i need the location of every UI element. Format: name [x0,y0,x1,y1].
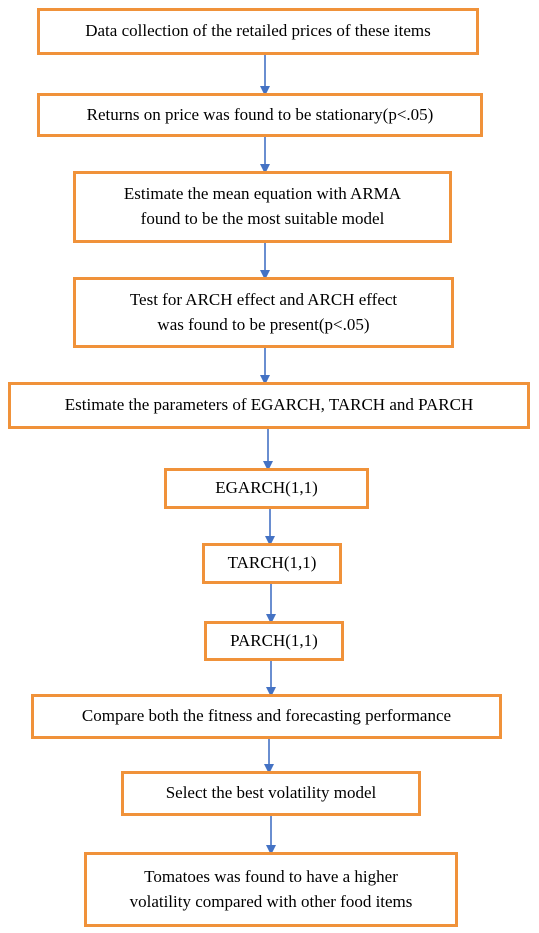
step-estimate-parameters: Estimate the parameters of EGARCH, TARCH… [8,382,530,429]
step-11-line-1: Tomatoes was found to have a higher [144,866,398,886]
step-3-line-2: found to be the most suitable model [140,209,385,228]
step-6-line-1: EGARCH(1,1) [215,478,318,498]
step-tomatoes-conclusion: Tomatoes was found to have a higher vola… [84,852,458,927]
step-3-line-1: Estimate the mean equation with ARMA [123,184,402,204]
step-9-line-1: Compare both the fitness and forecasting… [81,706,452,726]
step-returns-stationary: Returns on price was found to be station… [37,93,483,137]
step-select-best-model: Select the best volatility model [121,771,421,816]
step-4-line-1: Test for ARCH effect and ARCH effect [129,289,398,309]
step-data-collection: Data collection of the retailed prices o… [37,8,479,55]
step-2-line-1: Returns on price was found to be station… [86,104,434,124]
step-1-line-1: Data collection of the retailed prices o… [85,21,431,41]
step-11-line-2: volatility compared with other food item… [129,891,413,911]
step-compare-performance: Compare both the fitness and forecasting… [31,694,502,739]
step-10-line-1: Select the best volatility model [165,783,377,803]
step-egarch: EGARCH(1,1) [164,468,369,509]
step-4-line-2: was found to be present(p<.05) [157,314,370,334]
step-arch-effect-test: Test for ARCH effect and ARCH effect was… [73,277,454,348]
step-parch: PARCH(1,1) [204,621,344,661]
step-7-line-1: TARCH(1,1) [227,553,317,573]
step-5-line-1: Estimate the parameters of EGARCH, TARCH… [64,395,474,415]
step-tarch: TARCH(1,1) [202,543,342,584]
step-8-line-1: PARCH(1,1) [230,630,318,650]
step-mean-equation-arma: Estimate the mean equation with ARMA fou… [73,171,452,243]
